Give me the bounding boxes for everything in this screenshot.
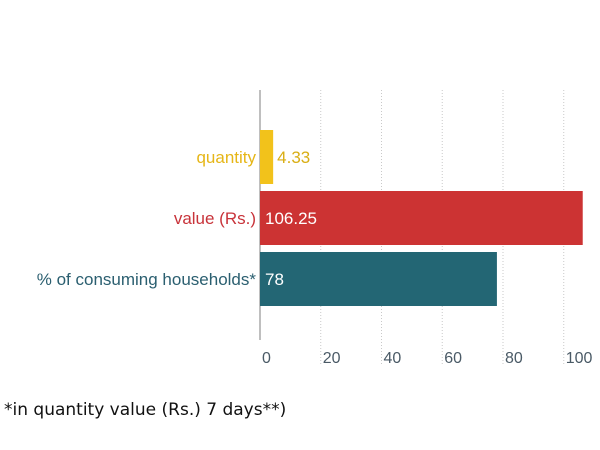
value-label-3: 78 [265,270,284,289]
bars [260,130,583,306]
value-label-1: 4.33 [277,148,310,167]
bar-chart: quantity value (Rs.) % of consuming househ… [37,90,593,367]
x-tick-label-100: 100 [566,350,593,367]
x-tick-label-0: 0 [262,350,271,367]
category-label-3: % of consuming households* [37,270,257,289]
category-label-1: quantity [196,148,256,167]
value-label-2: 106.25 [265,209,317,228]
x-tick-label-40: 40 [383,350,401,367]
x-tick-labels: 0 20 40 60 80 100 [262,350,593,367]
bar-2 [260,191,583,245]
category-labels: quantity value (Rs.) % of consuming househ… [37,148,257,289]
x-tick-label-20: 20 [323,350,341,367]
bar-3 [260,252,497,306]
value-labels: 4.33 106.25 78 [265,148,317,289]
category-label-2: value (Rs.) [174,209,256,228]
x-tick-label-60: 60 [444,350,462,367]
grid-lines [320,90,565,365]
chart-footnote: *in quantity value (Rs.) 7 days**) [4,400,287,420]
bar-1 [260,130,274,184]
x-tick-label-80: 80 [505,350,523,367]
